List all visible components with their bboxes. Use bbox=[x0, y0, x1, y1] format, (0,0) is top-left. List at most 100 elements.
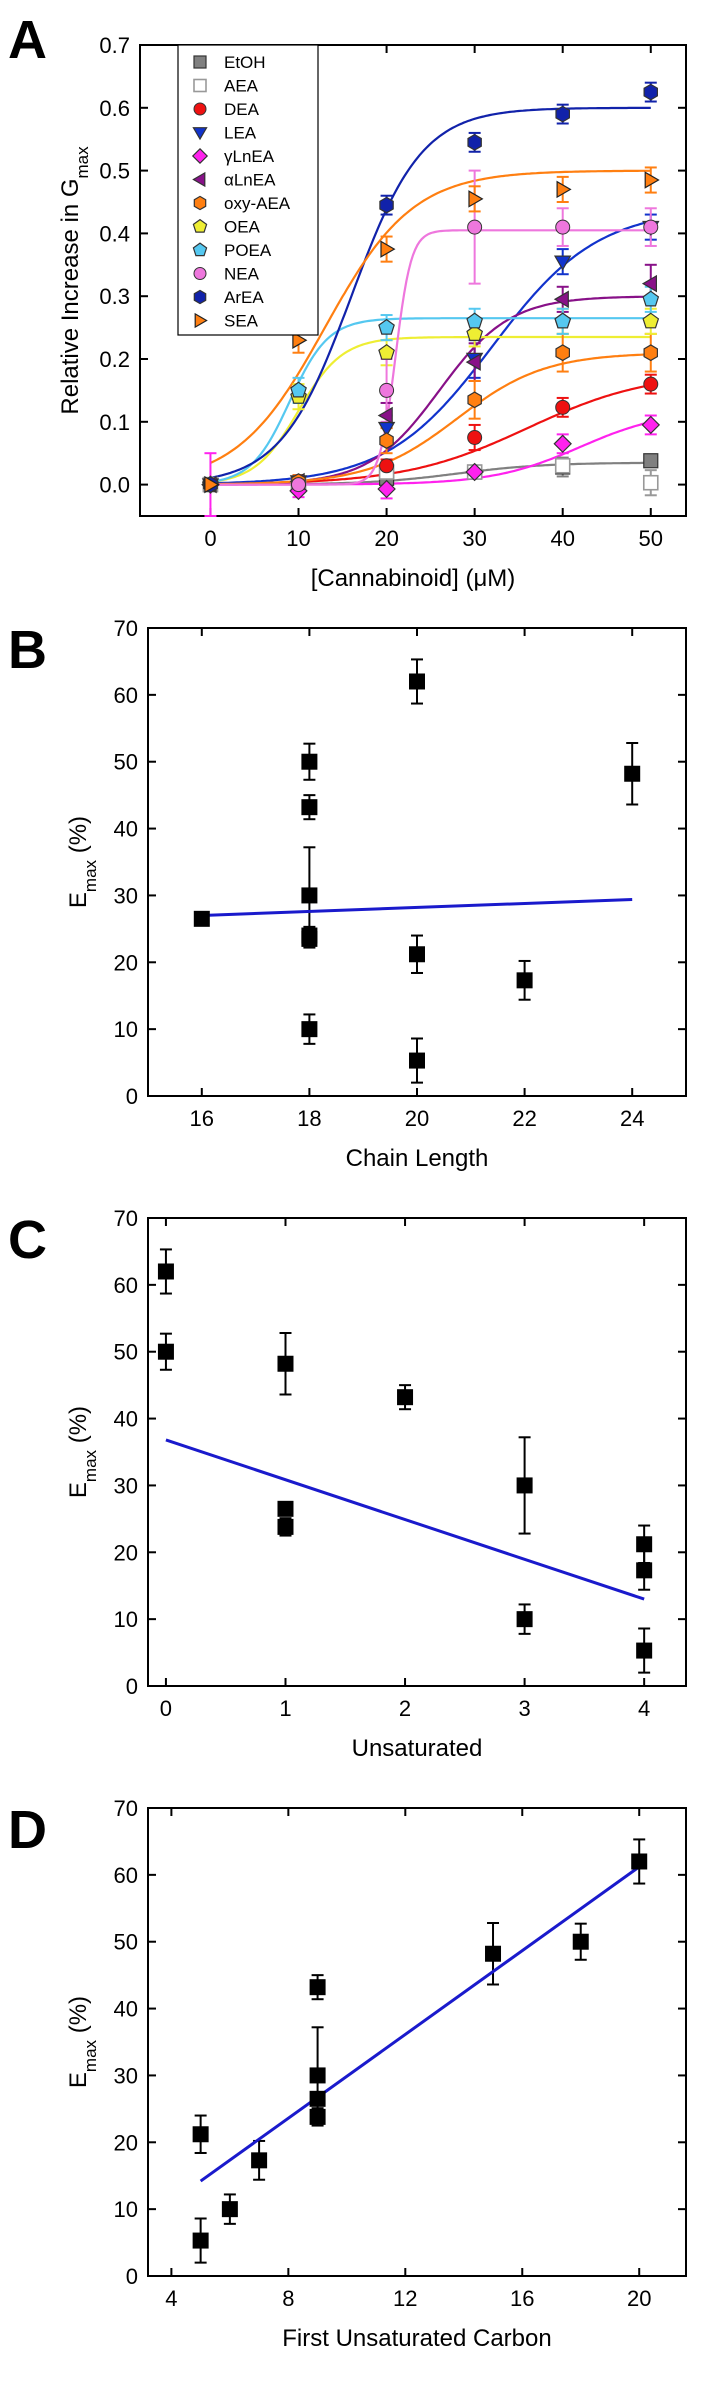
data-point bbox=[516, 972, 533, 989]
x-tick-label: 16 bbox=[510, 2286, 534, 2311]
panel-label: D bbox=[8, 1800, 47, 1860]
legend-marker bbox=[193, 78, 207, 93]
fit-line bbox=[199, 1865, 641, 2183]
legend-label: NEA bbox=[224, 265, 260, 284]
data-point bbox=[378, 318, 395, 335]
data-point bbox=[379, 382, 395, 398]
y-tick-label: 0 bbox=[126, 1674, 138, 1699]
data-point bbox=[309, 2067, 326, 2084]
panel-a-chart: A 0 10 20 30 40 50 0.0 0.1 0.2 0.3 0.4 0.5 0.6 0.7 [Can… bbox=[0, 0, 715, 610]
data-point bbox=[309, 1979, 326, 1996]
panel-label: A bbox=[8, 10, 47, 70]
y-tick-label: 0.7 bbox=[99, 33, 130, 58]
data-point bbox=[465, 353, 481, 371]
y-axis-title: Emax (%) bbox=[65, 1996, 100, 2088]
x-axis-title: [Cannabinoid] (μM) bbox=[311, 565, 516, 592]
data-point bbox=[204, 475, 220, 494]
data-point bbox=[642, 312, 660, 329]
fit-curve-NEA bbox=[210, 229, 651, 486]
y-tick-label: 40 bbox=[114, 1407, 138, 1432]
legend-marker bbox=[193, 102, 207, 116]
y-tick-label: 30 bbox=[114, 1473, 138, 1498]
x-tick-label: 8 bbox=[282, 2286, 294, 2311]
panel-b-svg: B 16 18 20 22 24 0 10 20 30 40 50 60 70 Chain Length Em… bbox=[8, 616, 687, 1172]
legend-label: EtOH bbox=[224, 53, 266, 72]
data-point bbox=[377, 406, 393, 425]
y-tick-label: 40 bbox=[114, 817, 138, 842]
plot-frame bbox=[147, 1807, 687, 2277]
y-axis-title-main: E bbox=[65, 1482, 92, 1498]
y-axis-title-main: E bbox=[65, 2072, 92, 2088]
data-point bbox=[553, 255, 572, 271]
panel-d-chart: D 4 8 12 16 20 0 10 20 30 40 50 60 70 First Unsaturate… bbox=[0, 1790, 715, 2381]
data-point bbox=[290, 381, 307, 398]
legend-label: γLnEA bbox=[224, 147, 275, 166]
fit-line bbox=[165, 1438, 645, 1601]
data-point bbox=[409, 946, 425, 963]
x-tick-label: 0 bbox=[160, 1696, 172, 1721]
x-tick-label: 12 bbox=[393, 2286, 417, 2311]
legend-marker bbox=[192, 242, 208, 257]
data-point bbox=[409, 673, 425, 690]
data-point bbox=[157, 1263, 174, 1280]
data-point bbox=[465, 462, 484, 482]
data-point bbox=[301, 1021, 318, 1038]
data-point bbox=[642, 290, 660, 307]
panel-d-svg: D 4 8 12 16 20 0 10 20 30 40 50 60 70 First Unsaturate… bbox=[8, 1796, 687, 2352]
data-point bbox=[467, 430, 483, 445]
legend-label: DEA bbox=[224, 100, 260, 119]
legend-marker bbox=[192, 218, 208, 233]
data-point bbox=[636, 1536, 653, 1553]
data-point bbox=[553, 434, 572, 454]
y-tick-label: 10 bbox=[114, 2197, 138, 2222]
y-axis-title: Emax (%) bbox=[65, 1406, 100, 1498]
legend-label: LEA bbox=[224, 124, 257, 143]
data-point bbox=[555, 219, 571, 235]
y-axis-title-sub: max bbox=[73, 146, 92, 179]
data-point bbox=[624, 765, 641, 782]
y-axis-title-unit: (%) bbox=[65, 1406, 92, 1450]
data-point bbox=[301, 799, 318, 816]
data-point bbox=[379, 196, 394, 214]
fit-curve-SEA bbox=[210, 169, 651, 464]
data-point bbox=[555, 399, 571, 415]
x-tick-label: 24 bbox=[620, 1106, 644, 1131]
x-tick-label: 0 bbox=[204, 526, 216, 551]
data-point bbox=[643, 344, 659, 362]
data-point bbox=[553, 290, 569, 309]
x-tick-label: 1 bbox=[279, 1696, 291, 1721]
data-point bbox=[556, 180, 572, 199]
panel-a-svg: A 0 10 20 30 40 50 0.0 0.1 0.2 0.3 0.4 0.5 0.6 0.7 [Can… bbox=[8, 10, 687, 592]
y-tick-label: 10 bbox=[114, 1017, 138, 1042]
x-axis-title: Unsaturated bbox=[352, 1735, 483, 1762]
fit-curve-LEA bbox=[210, 220, 652, 485]
x-tick-label: 4 bbox=[638, 1696, 650, 1721]
plot-frame bbox=[139, 44, 687, 517]
x-axis-title: Chain Length bbox=[346, 1145, 489, 1172]
x-tick-label: 4 bbox=[165, 2286, 177, 2311]
x-tick-label: 40 bbox=[550, 526, 574, 551]
legend-marker bbox=[193, 289, 207, 305]
data-point bbox=[516, 1611, 533, 1628]
data-point bbox=[643, 376, 659, 392]
data-point bbox=[251, 2152, 268, 2169]
x-axis-title: First Unsaturated Carbon bbox=[282, 2325, 551, 2352]
fit-curve-γLnEA bbox=[210, 420, 652, 486]
y-tick-label: 0.2 bbox=[99, 347, 130, 372]
y-tick-label: 70 bbox=[114, 1796, 138, 1821]
fit-curve-ArEA bbox=[210, 106, 651, 479]
panel-b-chart: B 16 18 20 22 24 0 10 20 30 40 50 60 70 Chain Length Em… bbox=[0, 610, 715, 1200]
x-tick-label: 20 bbox=[405, 1106, 429, 1131]
y-tick-label: 60 bbox=[114, 1863, 138, 1888]
y-axis-title-sub: max bbox=[81, 859, 100, 892]
data-point bbox=[631, 1853, 648, 1870]
data-point bbox=[378, 343, 395, 360]
data-point bbox=[466, 325, 484, 341]
data-point bbox=[555, 344, 571, 362]
legend-label: ArEA bbox=[224, 288, 264, 307]
legend-label: SEA bbox=[224, 312, 259, 331]
data-point bbox=[467, 391, 482, 409]
legend-label: POEA bbox=[224, 241, 272, 260]
data-point bbox=[643, 453, 659, 469]
fit-curve-POEA bbox=[210, 317, 651, 483]
